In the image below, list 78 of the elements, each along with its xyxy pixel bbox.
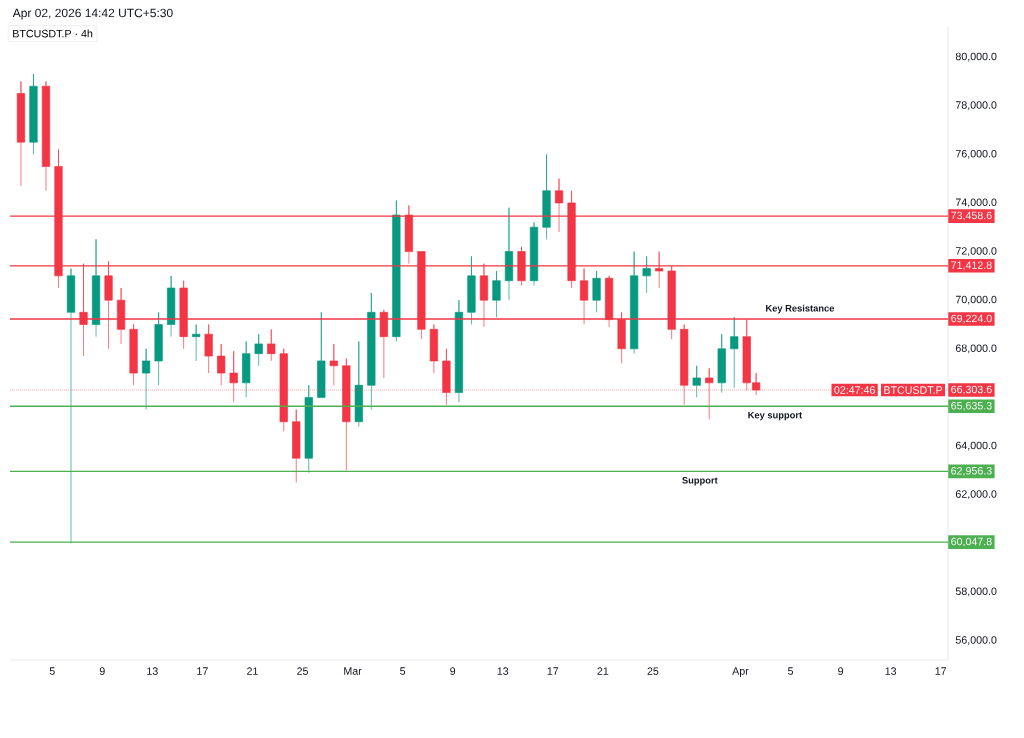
candlestick (467, 256, 476, 325)
x-tick-label: 25 (297, 667, 308, 675)
x-tick-label: 13 (147, 667, 158, 675)
candlestick (642, 256, 651, 294)
annotation: BTCUSDT.P (884, 386, 943, 394)
x-tick-label: 17 (547, 667, 559, 675)
candlestick (454, 299, 464, 403)
candlestick (542, 153, 551, 240)
candlestick (504, 207, 514, 301)
x-tick-label: 13 (497, 667, 509, 675)
candlestick (730, 316, 739, 389)
y-tick-label: 64,000.0 (955, 441, 997, 451)
ref-line-label: 69,224.0 (951, 314, 992, 324)
ref-line-label: 62,956.3 (951, 467, 992, 476)
x-tick-label: 9 (838, 667, 844, 675)
x-tick-label: 9 (450, 667, 456, 675)
candlestick (29, 73, 38, 155)
candlestick (41, 81, 51, 192)
y-tick-label: 62,000.0 (955, 490, 997, 500)
ref-line-label: 65,635.3 (951, 401, 992, 411)
ref-line-label: 73,458.6 (951, 211, 992, 221)
candlestick (267, 329, 276, 362)
annotation: Key support (748, 411, 802, 421)
y-tick-label: 70,000.0 (955, 295, 997, 305)
candlestick (16, 81, 26, 187)
x-tick-label: Apr (732, 667, 749, 677)
candlestick (592, 270, 601, 313)
candlestick (91, 239, 101, 337)
candlestick (204, 324, 213, 374)
candlestick (692, 365, 701, 398)
x-tick-label: 5 (400, 667, 406, 675)
y-tick-label: 68,000.0 (955, 344, 997, 354)
x-tick-label: Mar (344, 667, 362, 675)
ref-line-label: 71,412.8 (951, 261, 992, 271)
candlestick (242, 341, 251, 398)
x-tick-label: 21 (247, 667, 258, 675)
candlestick (329, 343, 338, 386)
candlestick (66, 268, 76, 544)
candlestick (367, 292, 376, 410)
candlestick (254, 333, 263, 367)
y-tick-label: 80,000.0 (955, 52, 997, 62)
annotation: 02:47:46 (834, 386, 875, 394)
annotation: Key Resistance (766, 304, 835, 314)
x-tick-label: 17 (935, 667, 947, 675)
candlestick (217, 343, 226, 386)
x-tick-label: 13 (885, 667, 897, 675)
candlestick (529, 222, 539, 286)
candlestick (717, 333, 726, 393)
x-tick-label: 21 (597, 667, 609, 675)
candlestick (304, 384, 313, 474)
candlestick (192, 324, 201, 362)
chart-subtitle: Apr 02, 2026 14:42 UTC+5:30 (12, 8, 173, 20)
x-tick-label: 25 (647, 667, 659, 675)
candlestick (392, 200, 401, 342)
y-tick-label: 58,000.0 (955, 587, 997, 597)
candlestick (142, 348, 151, 410)
x-tick-label: 5 (788, 667, 794, 675)
ref-line-label: 60,047.8 (951, 537, 992, 547)
x-tick-label: 5 (49, 667, 55, 675)
annotation: Support (682, 477, 718, 486)
x-tick-label: 9 (99, 667, 105, 675)
candlestick (492, 270, 501, 318)
x-tick-label: 17 (197, 667, 208, 675)
candlestick (354, 341, 363, 427)
y-tick-label: 78,000.0 (955, 101, 997, 111)
candlestick (429, 324, 438, 374)
candlestick (167, 275, 176, 337)
candlestick (154, 311, 163, 386)
y-tick-label: 76,000.0 (955, 149, 997, 159)
ref-line-label: 66,303.6 (951, 385, 992, 395)
y-tick-label: 74,000.0 (955, 198, 997, 208)
candlestick (317, 311, 326, 398)
chart-title: BTCUSDT.P · 4h (13, 29, 93, 38)
y-tick-label: 72,000.0 (955, 247, 997, 256)
candlestick (292, 409, 301, 483)
candlestick (630, 251, 639, 354)
candlestick (129, 324, 138, 386)
y-tick-label: 56,000.0 (955, 636, 997, 645)
